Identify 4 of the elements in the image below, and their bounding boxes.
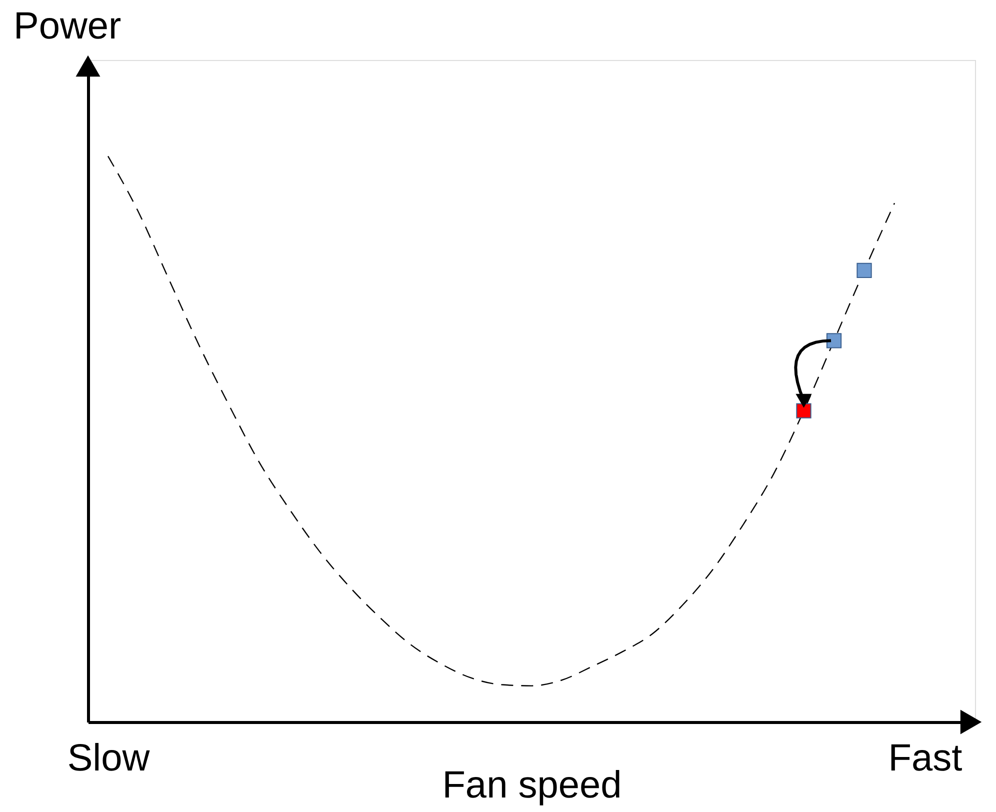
x-tick-label: Fast	[888, 738, 963, 780]
y-axis-title: Power	[14, 6, 122, 48]
x-axis-title: Fan speed	[442, 764, 622, 806]
x-tick-label: Slow	[67, 738, 150, 780]
